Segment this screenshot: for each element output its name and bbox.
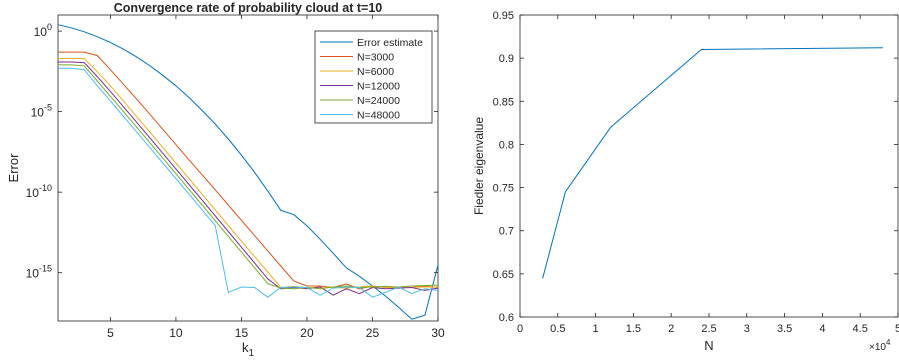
- legend-label-4: N=24000: [357, 95, 400, 107]
- left-x-axis-label-base: k: [242, 340, 249, 355]
- right-x-tick-label-9: 4.5: [853, 323, 868, 335]
- left-y-axis: 100 10-5 10-10 10-15: [26, 22, 438, 281]
- left-series-line-2: [58, 58, 438, 289]
- right-y-tick-label-3: 0.75: [493, 183, 514, 195]
- right-y-tick-label-1: 0.65: [493, 269, 514, 281]
- right-y-tick-label-2: 0.7: [499, 226, 514, 238]
- left-x-tick-label-5: 30: [431, 326, 445, 340]
- left-y-tick-label-1: 10-5: [31, 103, 52, 120]
- left-chart-title: Convergence rate of probability cloud at…: [114, 1, 383, 15]
- left-y-tick-label-2: 10-10: [26, 183, 52, 200]
- right-x-exponent: ×104: [869, 338, 891, 353]
- left-x-tick-label-3: 20: [300, 326, 314, 340]
- right-x-tick-label-6: 3: [744, 323, 750, 335]
- right-x-axis-label: N: [704, 338, 713, 353]
- right-x-tick-label-5: 2.5: [701, 323, 716, 335]
- right-x-tick-label-4: 2: [668, 323, 674, 335]
- left-chart: Convergence rate of probability cloud at…: [6, 1, 445, 359]
- right-x-tick-label-0: 0: [517, 323, 523, 335]
- legend-box: [314, 30, 433, 124]
- right-y-tick-label-7: 0.95: [493, 10, 514, 22]
- left-x-tick-label-1: 10: [169, 326, 183, 340]
- left-x-tick-label-4: 25: [366, 326, 380, 340]
- right-x-exponent-base: ×10: [869, 342, 886, 353]
- legend-label-3: N=12000: [357, 81, 400, 93]
- right-x-axis: 0 0.5 1 1.5 2 2.5 3 3.5 4 4.5 5: [517, 15, 899, 335]
- right-plot-area: [519, 14, 899, 318]
- legend-label-1: N=3000: [357, 52, 394, 64]
- left-series-line-3: [58, 61, 439, 296]
- legend-label-2: N=6000: [357, 66, 394, 78]
- right-x-tick-label-2: 1: [593, 323, 599, 335]
- right-y-tick-label-5: 0.85: [493, 96, 514, 108]
- left-x-axis-label-subscript: 1: [248, 348, 254, 359]
- left-series-line-4: [58, 64, 439, 290]
- right-y-tick-label-0: 0.6: [499, 312, 514, 324]
- right-x-tick-label-8: 4: [819, 323, 825, 335]
- right-series-line-0: [542, 47, 883, 279]
- legend: Error estimate N=3000 N=6000 N=12000 N=24000…: [314, 30, 433, 124]
- left-series-group: [57, 24, 439, 320]
- right-x-tick-label-3: 1.5: [626, 323, 641, 335]
- left-y-tick-label-0: 100: [34, 22, 52, 39]
- right-y-tick-label-4: 0.8: [499, 139, 514, 151]
- right-x-tick-label-10: 5: [895, 323, 899, 335]
- left-x-tick-label-2: 15: [235, 326, 249, 340]
- right-chart: 0 0.5 1 1.5 2 2.5 3 3.5 4 4.5 5 0.60.650.70.750.80…: [472, 10, 899, 353]
- legend-label-0: Error estimate: [357, 37, 423, 49]
- right-x-exponent-power: 4: [886, 338, 891, 347]
- left-series-line-5: [58, 67, 439, 298]
- left-x-axis: 5 10 15 20 25 30: [107, 15, 445, 340]
- left-y-axis-label: Error: [6, 153, 21, 183]
- left-x-axis-label: k1: [242, 340, 255, 359]
- right-y-tick-label-6: 0.9: [499, 53, 514, 65]
- right-y-axis: 0.6 0.65 0.7 0.75 0.8 0.85 0.9 0.95: [493, 10, 898, 324]
- right-series-group: [542, 47, 883, 279]
- right-x-tick-label-7: 3.5: [777, 323, 792, 335]
- left-y-tick-label-3: 10-15: [26, 264, 52, 281]
- right-y-axis-label: Fiedler eigenvalue: [472, 117, 486, 215]
- right-x-tick-label-1: 0.5: [550, 323, 565, 335]
- legend-label-5: N=48000: [357, 110, 400, 122]
- left-x-tick-label-0: 5: [107, 326, 114, 340]
